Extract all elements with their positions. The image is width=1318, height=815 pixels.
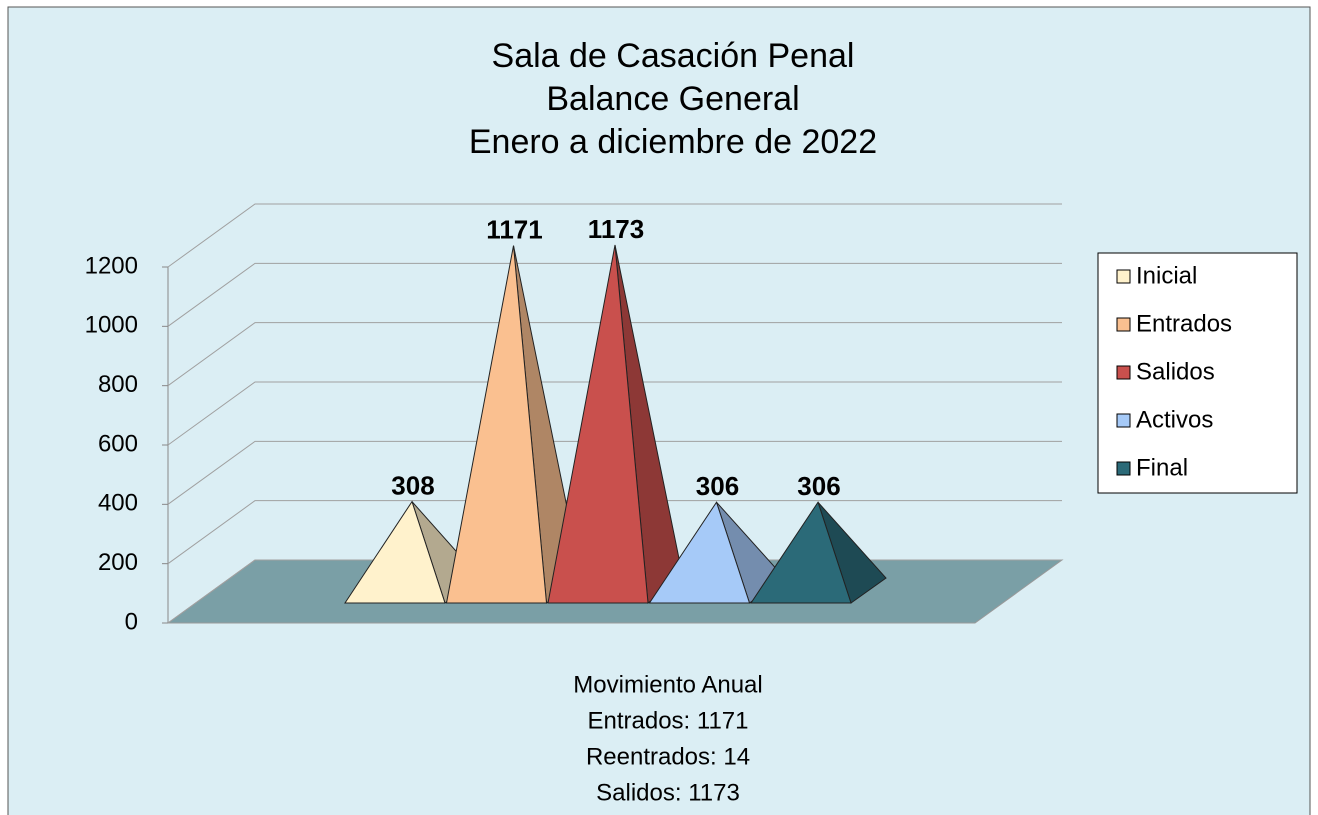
data-label: 1173	[588, 214, 644, 244]
legend-label: Activos	[1136, 406, 1213, 433]
annotation: Entrados: 1171	[587, 707, 748, 734]
legend-marker	[1116, 317, 1131, 332]
y-tick-label: 400	[98, 490, 138, 517]
grid-line	[167, 322, 1062, 387]
data-label: 306	[696, 471, 739, 501]
legend-label: Entrados	[1136, 310, 1232, 337]
pyramid	[648, 501, 751, 604]
annotation: Movimiento Anual	[573, 671, 762, 698]
pyramid	[445, 245, 548, 604]
legend-marker	[1116, 365, 1131, 380]
annotation: Salidos: 1173	[596, 779, 740, 806]
legend-marker	[1116, 413, 1131, 428]
y-tick-label: 600	[98, 430, 138, 457]
y-tick-label: 1000	[85, 312, 138, 339]
data-label: 306	[797, 471, 840, 501]
pyramid	[344, 500, 446, 604]
y-tick-label: 200	[98, 549, 138, 576]
legend-marker	[1116, 269, 1131, 284]
legend-label: Final	[1136, 454, 1188, 481]
legend-marker	[1116, 461, 1131, 476]
chart-title: Sala de Casación Penal	[492, 37, 855, 75]
grid-line	[167, 203, 1062, 268]
data-label: 308	[391, 471, 434, 501]
pyramid	[750, 501, 852, 604]
grid-line	[167, 381, 1062, 446]
legend-label: Inicial	[1136, 262, 1197, 289]
data-label: 1171	[486, 214, 542, 244]
chart-title: Balance General	[546, 80, 799, 118]
grid-line	[167, 262, 1062, 327]
grid-line	[167, 440, 1062, 505]
y-tick-label: 1200	[85, 252, 138, 279]
chart-title: Enero a diciembre de 2022	[469, 123, 877, 161]
annotation: Reentrados: 14	[586, 743, 750, 770]
legend	[1097, 252, 1298, 494]
y-tick-label: 800	[98, 371, 138, 398]
chart-area	[7, 6, 1311, 815]
y-tick-label: 0	[125, 608, 138, 635]
pyramid	[547, 244, 649, 604]
legend-label: Salidos	[1136, 358, 1215, 385]
grid-line	[167, 500, 1062, 565]
